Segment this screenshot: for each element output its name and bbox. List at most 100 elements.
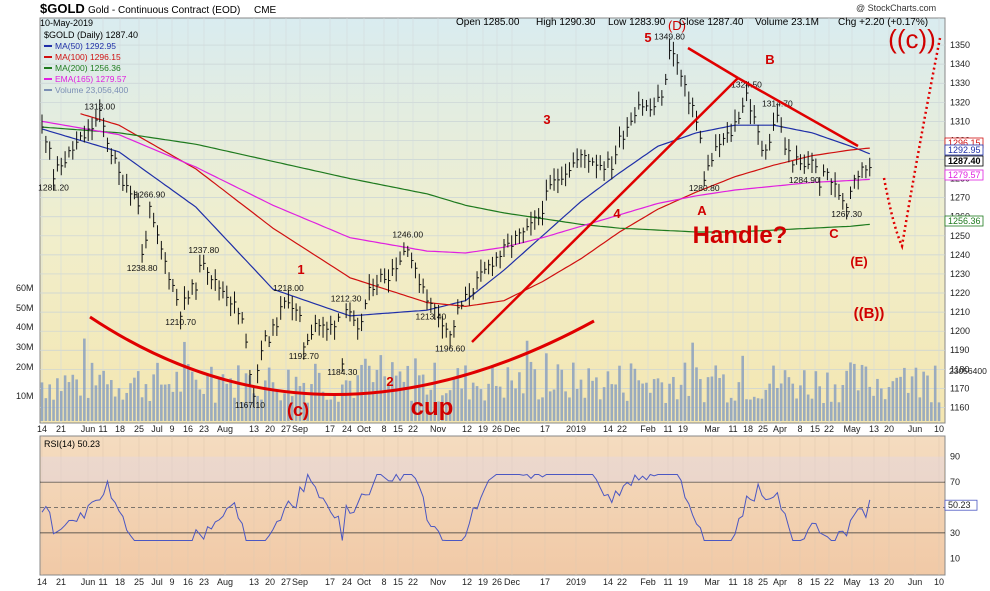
volume-bar [163, 384, 167, 421]
legend-item: MA(50) 1292.95 [55, 41, 116, 51]
volume-bar [202, 393, 205, 421]
price-annotation: 1246.00 [392, 229, 423, 239]
date-tick-label-bottom: 17 [325, 577, 335, 587]
volume-bar [94, 385, 98, 421]
volume-bar [113, 396, 117, 421]
price-annotation: 1266.90 [134, 190, 165, 200]
volume-bar [233, 397, 236, 421]
volume-bar [302, 382, 306, 421]
volume-bar [679, 384, 683, 421]
date-tick-label-bottom: 9 [169, 577, 174, 587]
volume-bar [826, 372, 829, 421]
date-tick-label-bottom: 15 [810, 577, 820, 587]
date-tick-label: 8 [797, 424, 802, 434]
date-tick-label-bottom: 21 [56, 577, 66, 587]
projection-path [882, 37, 942, 251]
volume-bar [140, 397, 144, 421]
volume-bar [379, 355, 383, 421]
price-tag-box [944, 215, 984, 227]
date-tick-label: 13 [869, 424, 879, 434]
volume-bar [845, 370, 848, 421]
volume-bar [622, 392, 625, 421]
volume-bar [371, 382, 375, 421]
volume-bar [410, 400, 413, 421]
volume-bar [383, 376, 386, 421]
volume-bar [729, 397, 733, 421]
volume-bar [117, 388, 121, 421]
volume-bar [602, 387, 606, 421]
volume-bar [575, 388, 579, 421]
volume-bar [652, 379, 656, 421]
date-tick-label: Mar [704, 424, 720, 434]
volume-bar [518, 372, 521, 421]
volume-bar [187, 364, 190, 421]
date-tick-label-bottom: Jun [908, 577, 923, 587]
volume-bar [464, 365, 467, 421]
volume-bar [656, 378, 660, 421]
price-tag-text: 1279.57 [948, 170, 981, 180]
volume-bar [841, 384, 845, 421]
volume-bar [144, 384, 148, 421]
date-tick-label-bottom: 20 [265, 577, 275, 587]
volume-bar [325, 399, 329, 421]
volume-bar [683, 362, 687, 421]
date-tick-label-bottom: Apr [773, 577, 787, 587]
price-annotation: 1192.70 [289, 351, 319, 361]
wave-label: B [765, 52, 774, 67]
volume-bar [822, 402, 825, 421]
volume-bar [240, 401, 244, 421]
date-tick-label-bottom: 18 [115, 577, 125, 587]
volume-bar [529, 361, 533, 421]
volume-bar [394, 375, 398, 421]
volume-bar [483, 400, 487, 421]
price-annotation: 1212.30 [331, 294, 362, 304]
symbol-name: Gold - Continuous Contract (EOD) [88, 5, 240, 16]
volume-bar [510, 380, 513, 421]
legend-item: Volume 23,056,400 [55, 85, 129, 95]
volume-bar [926, 375, 929, 421]
volume-bar [649, 392, 652, 421]
date-tick-label-bottom: 13 [249, 577, 259, 587]
volume-bar [860, 364, 864, 421]
volume-bar [125, 392, 128, 421]
volume-bar [352, 397, 356, 421]
date-tick-label-bottom: 19 [678, 577, 688, 587]
date-tick-label: 14 [37, 424, 47, 434]
wave-label: 3 [543, 112, 550, 127]
volume-bar [521, 393, 525, 421]
volume-bar [768, 383, 771, 421]
date-tick-label: 27 [281, 424, 291, 434]
volume-bar [525, 340, 529, 421]
volume-bar [206, 374, 209, 421]
volume-bar [560, 369, 564, 421]
price-tag-text: 1296.15 [948, 138, 981, 148]
volume-bar [706, 377, 710, 421]
volume-bar [171, 391, 175, 421]
volume-bar [75, 379, 78, 421]
wave-label: ((B)) [854, 305, 885, 322]
volume-bar [883, 399, 887, 421]
wave-label: C [829, 226, 839, 241]
volume-bar [606, 371, 610, 421]
volume-bar [375, 369, 379, 421]
volume-bar [853, 363, 856, 421]
price-annotation: 1281.20 [38, 182, 69, 192]
date-tick-label-bottom: 20 [884, 577, 894, 587]
volume-bar [764, 389, 768, 421]
date-tick-label: 21 [56, 424, 66, 434]
volume-bar [40, 382, 44, 421]
volume-tick-label: 50M [16, 303, 34, 313]
date-tick-label: 26 [492, 424, 502, 434]
volume-bar [56, 378, 59, 421]
price-annotation: 1280.80 [689, 183, 720, 193]
date-tick-label: Feb [640, 424, 656, 434]
volume-bar [587, 368, 590, 421]
date-tick-label-bottom: Feb [640, 577, 656, 587]
volume-bar [506, 367, 510, 421]
date-tick-label: 19 [478, 424, 488, 434]
volume-bar [645, 382, 648, 421]
date-tick-label: 24 [342, 424, 352, 434]
date-tick-label: Dec [504, 424, 521, 434]
volume-bar [337, 401, 340, 421]
date-tick-label-bottom: Oct [357, 577, 372, 587]
